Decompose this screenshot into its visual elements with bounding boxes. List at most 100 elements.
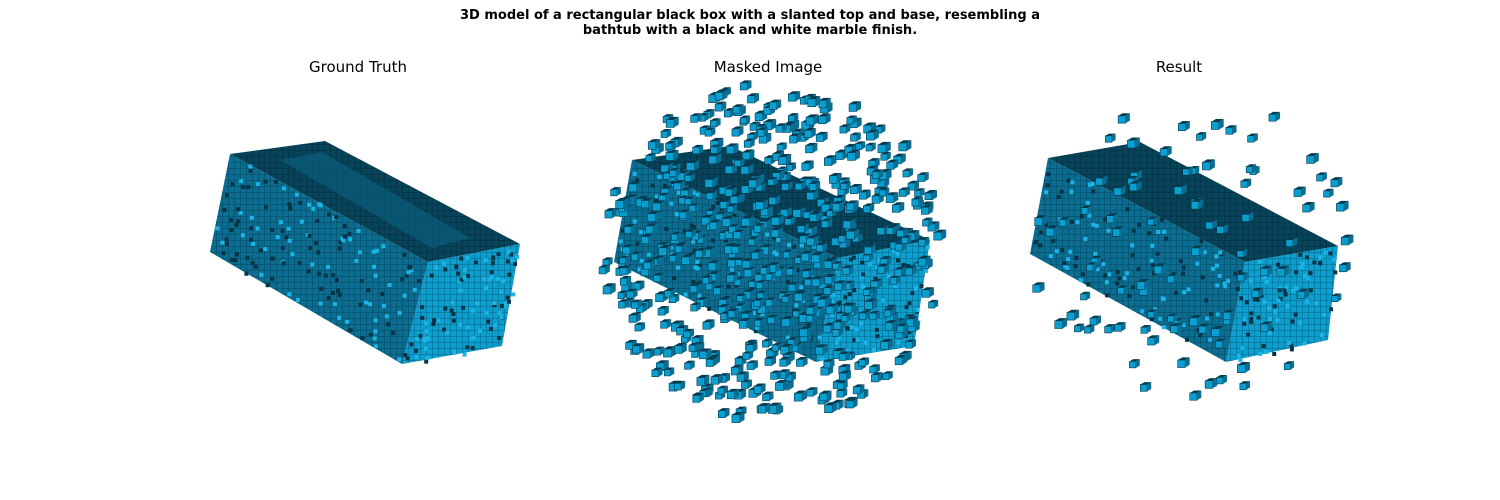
gt-speckle	[432, 318, 437, 323]
masked-voxel	[846, 228, 860, 240]
gt-speckle	[334, 215, 339, 220]
masked-voxel	[710, 374, 723, 385]
gt-speckle	[450, 300, 455, 305]
result-speckle	[1127, 294, 1132, 298]
masked-voxel	[794, 290, 808, 302]
gt-speckle	[459, 256, 464, 261]
masked-speckle	[799, 285, 804, 290]
result-speckle	[1249, 316, 1254, 321]
gt-speckle	[348, 237, 353, 242]
result-voxel	[1089, 315, 1102, 326]
masked-speckle	[691, 239, 695, 244]
result-speckle	[1226, 278, 1231, 283]
gt-speckle	[373, 273, 378, 278]
masked-voxel	[683, 328, 695, 338]
result-speckle	[1065, 265, 1070, 270]
result-speckle	[1164, 236, 1169, 241]
masked-voxel	[825, 303, 839, 315]
masked-voxel	[805, 142, 818, 154]
gt-speckle	[465, 274, 470, 278]
masked-voxel	[726, 143, 739, 154]
result-speckle	[1069, 219, 1074, 224]
result-voxel	[1285, 237, 1298, 247]
masked-voxel	[634, 322, 646, 332]
masked-voxel	[764, 356, 776, 366]
gt-speckle	[250, 261, 255, 266]
result-speckle	[1069, 189, 1074, 194]
masked-speckle	[830, 312, 835, 317]
masked-speckle	[697, 293, 702, 298]
result-speckle	[1262, 299, 1267, 304]
masked-speckle	[692, 248, 697, 253]
masked-voxel	[869, 364, 880, 374]
masked-voxel	[793, 390, 807, 402]
masked-speckle	[872, 347, 876, 352]
masked-speckle	[772, 235, 777, 240]
result-voxel	[1104, 324, 1116, 334]
masked-voxel	[805, 304, 818, 315]
result-speckle	[1093, 252, 1098, 256]
result-speckle	[1162, 229, 1167, 234]
masked-voxel	[836, 388, 848, 398]
masked-voxel	[850, 132, 861, 142]
result-voxel	[1260, 265, 1273, 277]
result-voxel	[1166, 273, 1179, 284]
gt-speckle	[381, 244, 386, 249]
gt-speckle	[372, 336, 377, 341]
masked-voxel	[664, 288, 676, 298]
masked-voxel	[770, 227, 783, 238]
gt-speckle	[456, 271, 461, 276]
result-speckle	[1130, 243, 1135, 248]
result-voxel	[1340, 234, 1354, 246]
gt-speckle	[505, 259, 510, 264]
masked-speckle	[806, 322, 811, 327]
masked-voxel	[743, 266, 757, 278]
gt-speckle	[287, 238, 292, 243]
gt-speckle	[473, 260, 478, 265]
gt-speckle	[273, 180, 278, 184]
gt-speckle	[449, 308, 454, 313]
gt-speckle	[337, 292, 342, 297]
masked-voxel	[645, 223, 658, 234]
masked-voxel	[695, 248, 707, 258]
result-speckle	[1059, 189, 1064, 194]
masked-speckle	[624, 253, 629, 258]
result-speckle	[1242, 317, 1247, 322]
gt-speckle	[360, 336, 365, 341]
result-speckle	[1063, 264, 1068, 269]
masked-speckle	[760, 312, 765, 317]
masked-voxel	[726, 203, 737, 213]
masked-voxel	[898, 187, 910, 197]
masked-voxel	[780, 207, 792, 217]
masked-voxel	[686, 160, 699, 171]
masked-voxel	[784, 216, 796, 226]
masked-speckle	[855, 337, 860, 342]
gt-speckle	[239, 179, 244, 184]
result-speckle	[1217, 273, 1222, 278]
masked-voxel	[640, 233, 654, 245]
gt-speckle	[284, 235, 289, 240]
result-speckle	[1056, 195, 1061, 199]
result-voxel-model	[1030, 111, 1354, 401]
result-speckle	[1068, 249, 1073, 254]
result-speckle	[1261, 344, 1266, 348]
gt-speckle	[297, 261, 302, 266]
result-voxel	[1058, 217, 1070, 227]
result-speckle	[1305, 276, 1310, 281]
gt-speckle	[224, 193, 229, 198]
result-voxel	[1216, 375, 1227, 385]
gt-speckle	[497, 336, 502, 341]
result-voxel	[1045, 225, 1059, 237]
result-voxel	[1268, 111, 1281, 122]
result-voxel	[1189, 390, 1202, 401]
masked-speckle	[664, 227, 669, 231]
masked-voxel	[741, 215, 754, 227]
result-voxel	[1105, 133, 1116, 143]
result-voxel	[1323, 188, 1334, 198]
gt-speckle	[500, 304, 504, 309]
gt-speckle	[357, 250, 362, 255]
result-voxel	[1129, 359, 1140, 369]
gt-speckle	[505, 295, 510, 300]
masked-voxel	[917, 172, 929, 182]
masked-speckle	[618, 239, 623, 244]
